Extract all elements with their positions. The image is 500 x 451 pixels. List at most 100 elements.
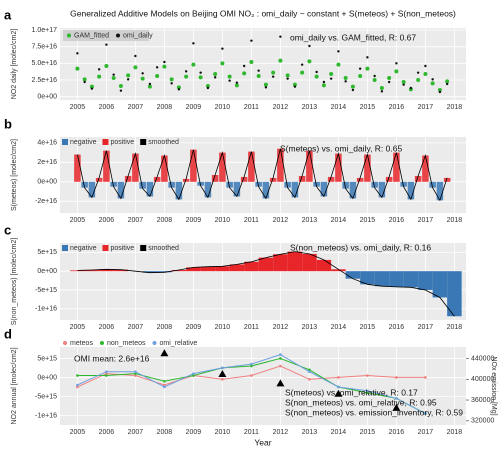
- y-tick-label: 1.0e+17: [32, 27, 58, 34]
- y-tick-label: -5e+15: [35, 393, 57, 400]
- data-point: [308, 44, 311, 48]
- x-tick-label: 2007: [128, 104, 144, 111]
- data-point: [228, 79, 231, 82]
- x-tick-label: 2018: [447, 217, 463, 224]
- x-tick-label: 2012: [273, 324, 289, 331]
- bar: [146, 181, 154, 197]
- data-point: [430, 81, 435, 86]
- x-tick-label: 2014: [331, 217, 347, 224]
- legend-label: non_meteos: [107, 340, 146, 347]
- bar: [74, 154, 81, 182]
- legend-label: positive: [110, 245, 134, 252]
- data-point: [365, 66, 370, 71]
- data-point: [176, 85, 181, 90]
- data-point: [366, 391, 369, 394]
- data-point: [205, 84, 210, 88]
- area-segment: [229, 264, 245, 272]
- x-tick-label: 2017: [418, 104, 434, 111]
- y2-tick-label: 440000: [471, 355, 494, 362]
- legend-swatch: [99, 341, 104, 345]
- area-segment: [389, 271, 404, 287]
- bar: [378, 181, 386, 198]
- x-tick-label: 2009: [186, 104, 202, 111]
- data-point: [315, 70, 318, 74]
- data-point: [387, 76, 392, 80]
- y-tick-label: -1e+16: [35, 412, 57, 419]
- data-point: [221, 366, 224, 370]
- x-tick-label: 2018: [447, 324, 463, 331]
- data-point: [141, 72, 144, 75]
- x-tick-label: 2013: [302, 429, 318, 436]
- bar: [407, 181, 415, 200]
- panel-letter: d: [4, 326, 12, 341]
- data-point: [192, 42, 195, 45]
- data-point: [192, 374, 195, 377]
- data-point: [401, 80, 406, 84]
- area-segment: [113, 269, 129, 272]
- data-point: [89, 84, 94, 89]
- legend-label: GAM_fitted: [74, 32, 109, 39]
- area-segment: [244, 261, 259, 272]
- emission-marker: [392, 403, 401, 411]
- data-point: [437, 88, 442, 92]
- area-segment: [374, 271, 390, 287]
- area-segment: [200, 266, 216, 272]
- panel-letter: a: [4, 7, 12, 22]
- x-tick-label: 2007: [128, 324, 144, 331]
- bar: [422, 155, 429, 182]
- data-point: [148, 82, 152, 86]
- data-point: [162, 64, 167, 69]
- area-segment: [287, 251, 303, 272]
- data-point: [76, 385, 79, 389]
- area-segment: [258, 257, 274, 272]
- x-tick-label: 2018: [447, 429, 463, 436]
- data-point: [373, 74, 376, 78]
- data-point: [134, 54, 137, 58]
- data-point: [221, 378, 224, 381]
- x-tick-label: 2008: [157, 104, 173, 111]
- data-point: [394, 69, 399, 74]
- data-point: [242, 71, 247, 76]
- data-point: [134, 374, 137, 377]
- data-point: [395, 397, 398, 400]
- data-point: [308, 378, 311, 381]
- legend-swatch: [140, 245, 147, 251]
- legend-swatch: [67, 33, 71, 38]
- x-tick-label: 2009: [186, 324, 202, 331]
- x-tick-label: 2017: [418, 429, 434, 436]
- x-tick-label: 2014: [331, 324, 347, 331]
- bar: [269, 177, 277, 182]
- x-tick-label: 2016: [389, 217, 405, 224]
- annotation: S(meteos) vs. omi_relative, R: 0.17: [285, 387, 418, 397]
- data-point: [126, 73, 131, 78]
- data-point: [329, 72, 334, 76]
- data-point: [257, 69, 260, 72]
- data-point: [134, 372, 137, 375]
- data-point: [292, 82, 297, 87]
- data-point: [105, 370, 108, 374]
- bar: [161, 155, 168, 182]
- emission-marker: [334, 389, 343, 397]
- legend-swatch: [62, 245, 68, 251]
- data-point: [191, 62, 196, 67]
- bar: [248, 151, 255, 182]
- bar: [277, 148, 284, 182]
- data-point: [322, 80, 326, 84]
- bar: [197, 181, 204, 186]
- x-tick-label: 2015: [360, 104, 376, 111]
- data-point: [445, 79, 450, 84]
- x-tick-label: 2008: [157, 217, 173, 224]
- x-tick-label: 2012: [273, 104, 289, 111]
- x-tick-label: 2006: [99, 217, 115, 224]
- bar: [371, 181, 378, 188]
- data-point: [279, 364, 282, 368]
- data-point: [105, 43, 108, 46]
- data-point: [221, 47, 224, 50]
- data-point: [234, 83, 239, 88]
- area-segment: [171, 270, 187, 272]
- data-point: [271, 75, 275, 78]
- data-point: [271, 70, 276, 75]
- bar: [400, 181, 407, 187]
- data-point: [140, 76, 145, 81]
